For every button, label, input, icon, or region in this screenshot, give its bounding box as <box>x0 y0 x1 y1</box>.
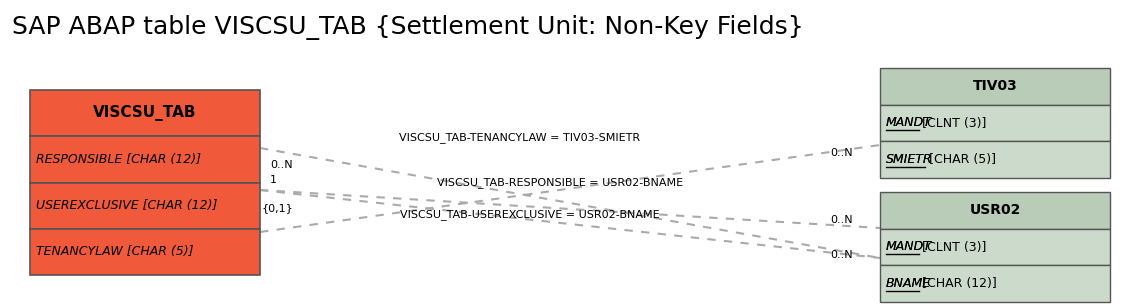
Bar <box>880 265 1110 302</box>
Text: BNAME: BNAME <box>886 277 931 290</box>
Text: MANDT: MANDT <box>886 240 932 254</box>
Bar <box>30 182 260 229</box>
Text: 0..N: 0..N <box>829 215 853 225</box>
Bar <box>880 141 1110 178</box>
Text: TIV03: TIV03 <box>973 79 1018 93</box>
Text: 0..N: 0..N <box>829 148 853 158</box>
Bar <box>30 136 260 182</box>
Bar <box>880 105 1110 141</box>
Text: 1: 1 <box>270 175 277 185</box>
Text: VISCSU_TAB-RESPONSIBLE = USR02-BNAME: VISCSU_TAB-RESPONSIBLE = USR02-BNAME <box>437 178 683 188</box>
Text: MANDT: MANDT <box>886 240 932 254</box>
Text: SMIETR: SMIETR <box>886 153 932 166</box>
Text: SAP ABAP table VISCSU_TAB {Settlement Unit: Non-Key Fields}: SAP ABAP table VISCSU_TAB {Settlement Un… <box>12 16 804 40</box>
Text: SMIETR: SMIETR <box>886 153 932 166</box>
Text: {0,1}: {0,1} <box>261 203 294 213</box>
Text: [CHAR (5)]: [CHAR (5)] <box>925 153 996 166</box>
Bar <box>30 229 260 275</box>
Text: VISCSU_TAB-TENANCYLAW = TIV03-SMIETR: VISCSU_TAB-TENANCYLAW = TIV03-SMIETR <box>399 133 640 143</box>
Text: USEREXCLUSIVE [CHAR (12)]: USEREXCLUSIVE [CHAR (12)] <box>36 199 218 212</box>
Text: 0..N: 0..N <box>829 250 853 260</box>
Text: TENANCYLAW [CHAR (5)]: TENANCYLAW [CHAR (5)] <box>36 245 194 258</box>
Text: BNAME: BNAME <box>886 277 931 290</box>
Text: USR02: USR02 <box>969 203 1021 217</box>
Bar <box>880 68 1110 105</box>
Text: VISCSU_TAB-USEREXCLUSIVE = USR02-BNAME: VISCSU_TAB-USEREXCLUSIVE = USR02-BNAME <box>400 209 659 220</box>
Text: [CHAR (12)]: [CHAR (12)] <box>919 277 997 290</box>
Text: MANDT: MANDT <box>886 116 932 130</box>
Bar <box>880 192 1110 229</box>
Text: [CLNT (3)]: [CLNT (3)] <box>919 240 987 254</box>
Text: VISCSU_TAB: VISCSU_TAB <box>94 105 197 121</box>
Text: [CLNT (3)]: [CLNT (3)] <box>919 116 987 130</box>
Text: MANDT: MANDT <box>886 116 932 130</box>
Text: 0..N: 0..N <box>270 160 293 170</box>
Bar <box>30 90 260 136</box>
Bar <box>880 229 1110 265</box>
Text: RESPONSIBLE [CHAR (12)]: RESPONSIBLE [CHAR (12)] <box>36 153 201 166</box>
